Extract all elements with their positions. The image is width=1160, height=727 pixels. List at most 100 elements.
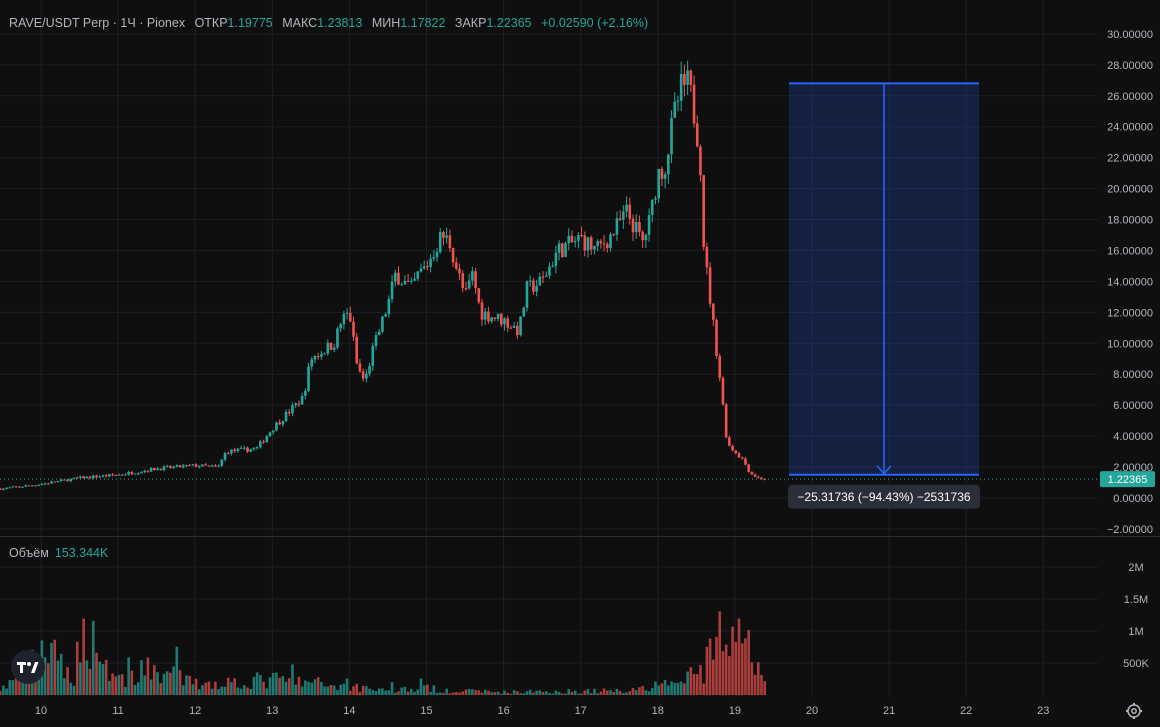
candle-body [422,266,426,269]
volume-bar [692,674,696,695]
low-value: 1.17822 [400,16,446,30]
volume-axis[interactable]: 2M 1.5M 1M 500K [1123,562,1149,670]
candle-body [679,73,683,101]
volume-bar [422,685,426,695]
candle-body [692,84,696,124]
candle-body [24,485,28,487]
volume-bar [605,690,609,695]
volume-bar [342,683,346,695]
volume-bar [2,685,5,695]
candle-body [323,353,326,355]
candle-body [593,246,596,250]
volume-bar [679,681,683,695]
volume-bar [673,682,677,695]
price-tick-label: 10.00000 [1107,338,1153,350]
volume-bar [310,682,314,695]
candle-body [262,441,265,443]
candle-body [493,317,497,319]
candle-body [406,280,410,282]
candle-body [75,477,79,479]
volume-tick-label: 500K [1123,658,1149,670]
volume-label[interactable]: Объём [9,546,49,560]
candle-body [371,345,375,366]
volume-bar [589,693,593,695]
candle-body [496,313,500,319]
candle-body [625,204,628,212]
volume-series [0,611,767,695]
time-tick-label: 19 [729,705,741,717]
volume-bar [557,691,561,695]
candle-body [554,252,558,267]
candle-body [127,472,130,475]
candle-body [178,465,182,468]
candle-body [760,477,763,480]
volume-bar [140,660,143,695]
volume-bar [91,620,95,695]
measure-tool[interactable] [789,82,979,476]
volume-bar [471,689,474,695]
volume-bar [178,670,182,695]
candle-body [34,485,37,487]
volume-bar [265,688,269,695]
candle-body [612,234,616,236]
volume-bar [268,677,272,695]
volume-bar [712,659,715,695]
candle-body [326,342,330,354]
volume-bar [294,684,297,695]
volume-bar [69,682,73,695]
volume-bar [525,691,529,695]
high-value: 1.23813 [317,16,363,30]
candle-body [56,480,60,483]
candle-body [416,271,420,279]
change-value: +0.02590 (+2.16%) [541,16,649,30]
interval-label[interactable]: 1Ч [120,16,136,30]
volume-bar [676,682,680,695]
volume-bar [631,687,635,695]
volume-bar [548,692,551,695]
time-tick-label: 20 [806,705,818,717]
candle-body [464,288,468,290]
legend-dot: · [139,16,144,30]
volume-bar [220,686,224,695]
price-tick-label: 28.00000 [1107,60,1153,72]
volume-bar [246,687,249,695]
price-tick-label: 2.00000 [1113,462,1153,474]
price-tick-label: 6.00000 [1113,400,1153,412]
volume-bar [59,653,63,695]
candle-body [47,483,50,485]
symbol-title[interactable]: RAVE/USDT Perp [9,16,110,30]
candle-body [602,243,606,245]
candle-body [390,281,394,299]
candle-body [11,486,15,488]
volume-bar [506,692,510,695]
measure-label-bg [788,484,980,509]
tradingview-logo-icon[interactable] [11,650,45,684]
gear-icon[interactable] [1125,702,1143,720]
candle-body [509,327,513,329]
candle-body [246,447,249,452]
time-axis[interactable]: 10 11 12 13 14 15 16 17 18 19 20 21 22 23 [35,705,1050,717]
time-tick-label: 23 [1037,705,1049,717]
volume-bar [194,678,198,695]
candle-body [8,487,12,489]
volume-bar [756,662,760,695]
volume-bar [348,690,352,695]
volume-bar [474,690,477,695]
price-axis[interactable]: 30.00000 28.00000 26.00000 24.00000 22.00000… [1107,29,1153,536]
candle-body [695,123,699,147]
candle-body [577,235,580,241]
volume-bar [567,689,571,695]
volume-bar [14,669,18,695]
volume-bar [242,685,246,695]
candle-body [226,453,230,455]
candle-body [641,231,644,241]
candle-body [249,449,253,452]
volume-bar [5,688,8,695]
candle-body [519,316,522,335]
price-tick-label: 18.00000 [1107,215,1153,227]
volume-bar [56,660,60,695]
volume-bar [111,673,114,695]
volume-bar [226,677,230,695]
volume-bar [377,688,381,695]
